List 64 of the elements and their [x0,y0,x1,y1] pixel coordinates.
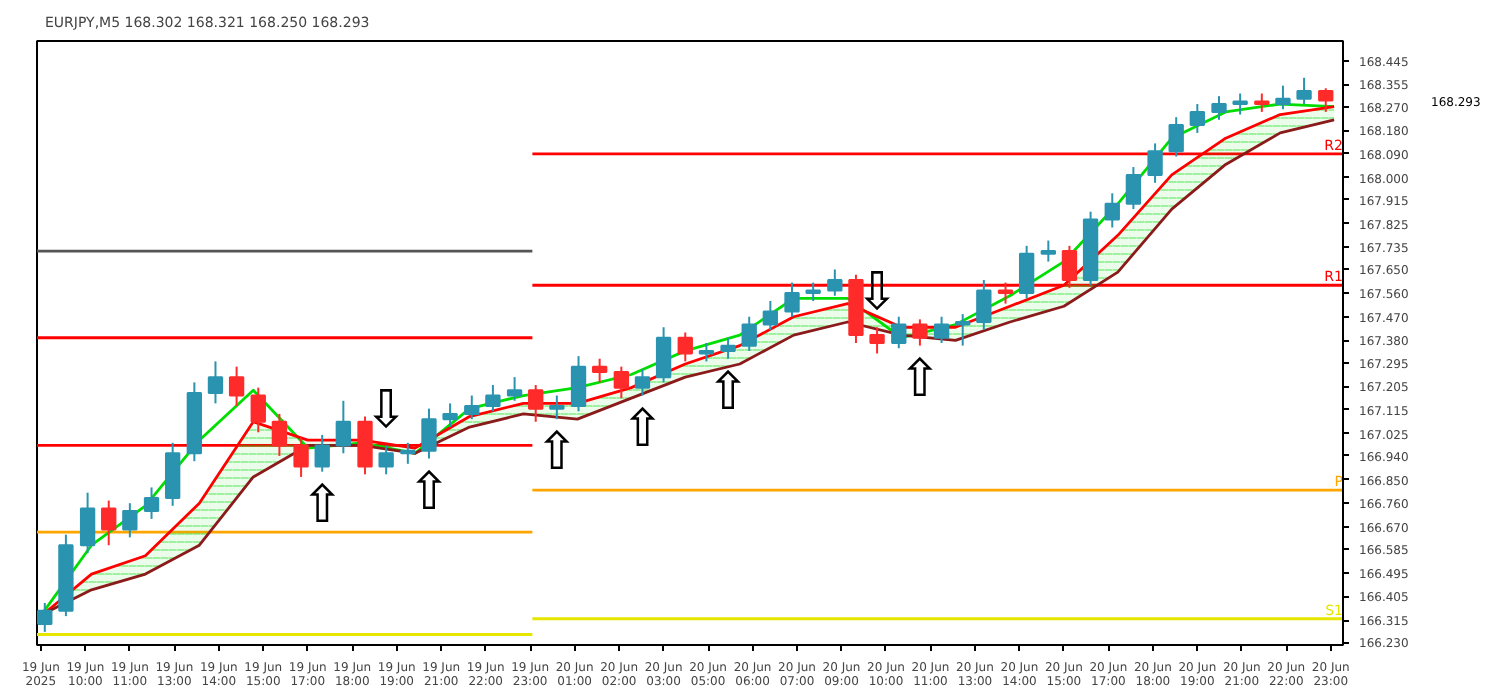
candlestick [720,336,736,360]
candlestick [207,360,224,405]
candlestick [1275,84,1291,111]
candlestick [655,326,672,384]
candlestick [1318,87,1334,113]
annotation: ⇧ [535,423,579,484]
candlestick [869,326,885,355]
candlestick [591,357,608,384]
candlestick [400,441,416,465]
candlestick [357,415,373,476]
candlestick [528,384,544,423]
candlestick [955,313,971,347]
candlestick [976,278,992,331]
candlestick [1254,92,1270,113]
candlestick [1018,244,1035,300]
candlestick [250,386,266,434]
candlestick [335,399,352,455]
candlestick [271,412,288,457]
candlestick [549,394,565,421]
annotation: ⇩ [364,381,408,442]
candlestick [485,384,501,413]
annotation: ⇧ [300,475,345,536]
annotation: ⇧ [407,462,451,523]
candlestick [762,299,779,331]
candlestick [1168,116,1184,158]
candlestick [997,281,1014,305]
candlestick [1040,239,1056,263]
candlestick [1061,244,1078,289]
candlestick [1104,192,1120,229]
candlestick [164,441,181,507]
candlestick [442,402,458,429]
candlestick [79,491,96,555]
candlestick [912,318,928,347]
candlestick [314,433,330,473]
candlestick [1232,92,1248,116]
candlestick [677,331,693,363]
candlestick [805,281,821,302]
candlestick [37,601,53,633]
candlestick [741,315,757,352]
candlestick [891,315,907,350]
annotation: ⇧ [706,362,750,423]
candlestick [464,394,480,421]
candlestick [1211,95,1227,121]
candlestick [101,499,117,547]
candlestick [378,444,394,476]
annotation: ⇧ [898,349,942,410]
candlestick [698,342,715,363]
candlestick [613,365,630,400]
candlestick [143,486,160,520]
candlestick [122,502,138,539]
candlestick [570,355,587,413]
candlestick [1189,103,1205,134]
candlestick [1296,76,1312,106]
candlestick [228,365,245,408]
candlestick [1147,142,1163,184]
candlestick [1125,166,1142,211]
candlestick [634,368,651,397]
candlestick [784,281,800,318]
candlestick [827,268,843,297]
annotation: ⇧ [620,399,665,460]
candlestick [506,376,523,402]
candlestick [421,407,437,460]
candlestick [293,436,309,478]
candlestick [933,315,950,344]
